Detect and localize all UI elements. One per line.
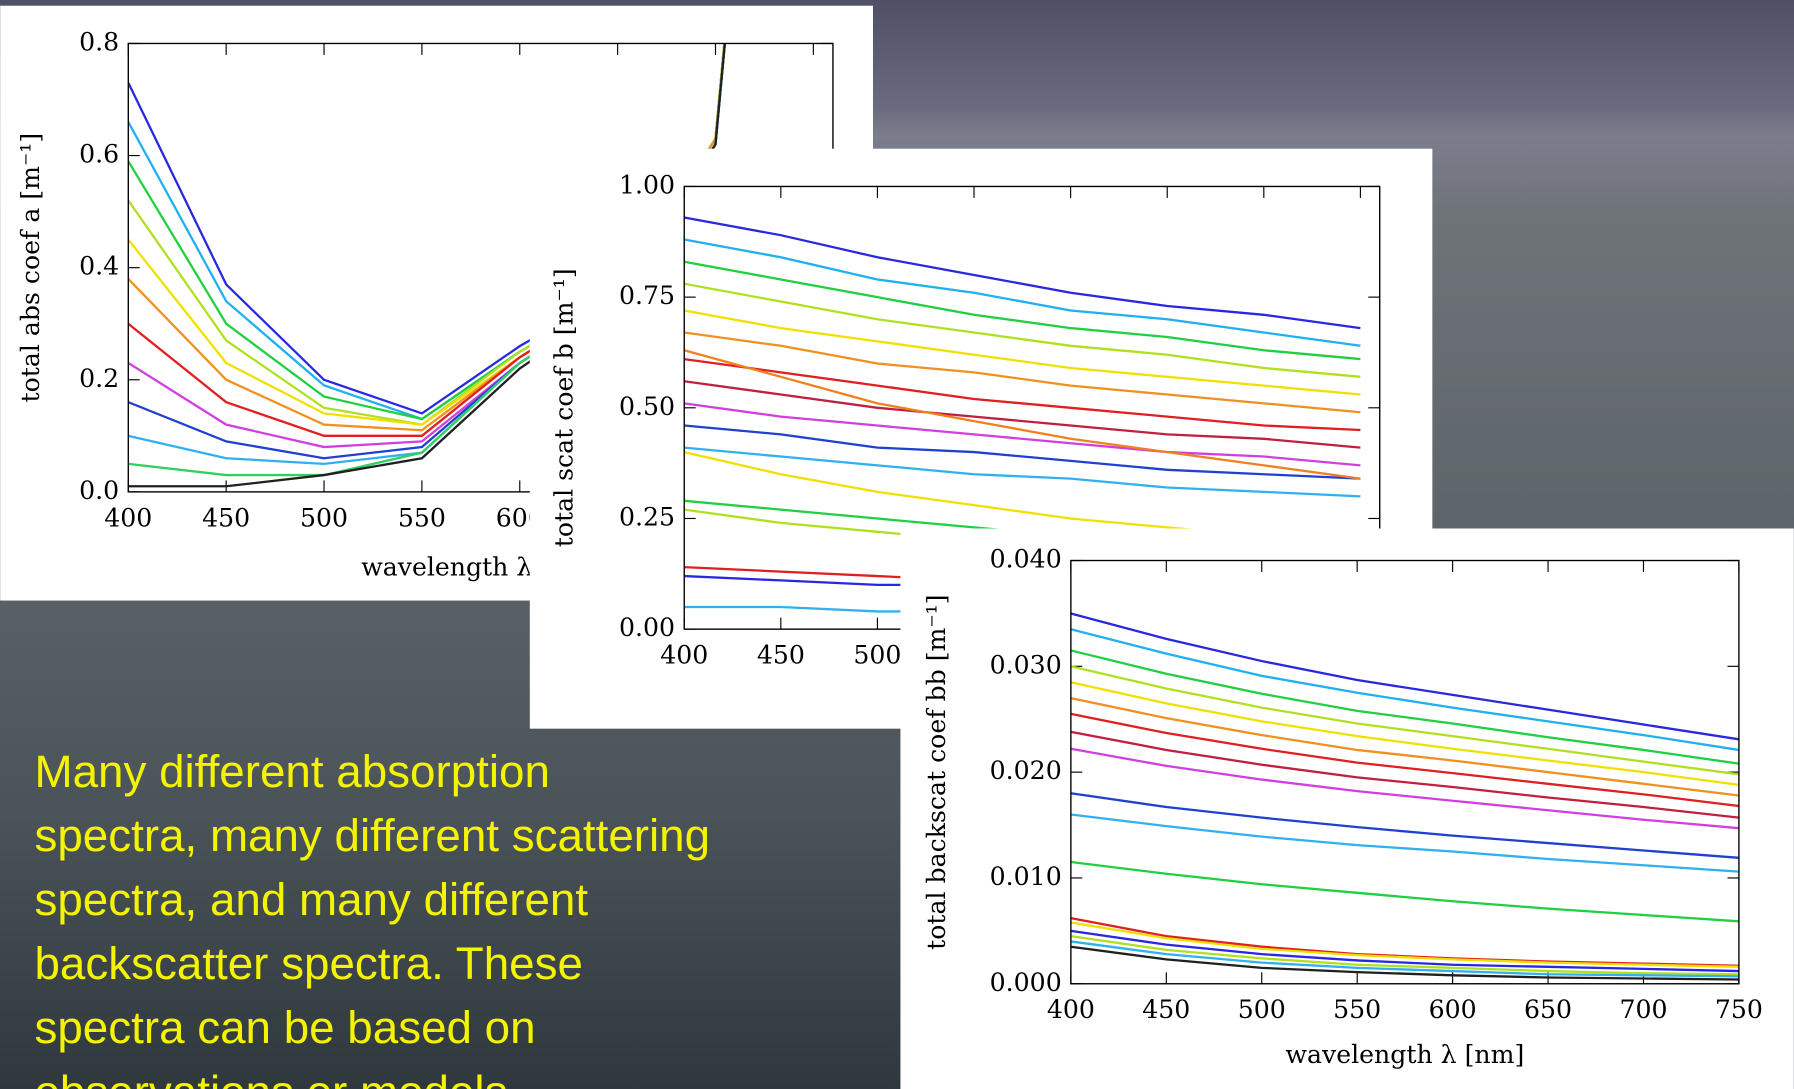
x-tick-label: 550	[398, 503, 446, 532]
series-line	[1070, 649, 1739, 765]
series-line	[684, 446, 1361, 498]
caption-line: observations or models.	[34, 1066, 520, 1089]
series-line	[684, 238, 1361, 347]
x-tick-label: 650	[1524, 995, 1572, 1024]
y-tick-label: 0.030	[990, 650, 1062, 679]
y-tick-label: 0.25	[619, 502, 675, 531]
series-line	[1070, 612, 1739, 741]
series-line	[1070, 940, 1739, 978]
series-line	[1070, 712, 1739, 808]
y-tick-label: 1.00	[619, 170, 675, 199]
x-tick-label: 550	[1333, 995, 1381, 1024]
series-line	[1070, 681, 1739, 786]
series-line	[684, 349, 1361, 480]
x-tick-label: 400	[660, 641, 708, 670]
y-tick-label: 0.040	[990, 545, 1062, 574]
plot-frame	[1070, 559, 1740, 985]
series-line	[684, 260, 1361, 361]
y-tick-label: 0.0	[79, 476, 119, 505]
series-line	[1070, 813, 1739, 873]
x-tick-label: 400	[104, 503, 152, 532]
series-line	[684, 424, 1361, 480]
y-tick-label: 0.6	[79, 140, 119, 169]
caption-line: backscatter spectra. These	[34, 938, 582, 989]
x-tick-label: 750	[1715, 995, 1763, 1024]
series-line	[1070, 697, 1739, 797]
series-line	[684, 216, 1361, 330]
caption-line: spectra, many different scattering	[34, 810, 710, 861]
series-line	[1070, 665, 1739, 776]
series-line	[1070, 935, 1739, 976]
x-tick-label: 500	[853, 641, 901, 670]
series-line	[684, 309, 1361, 396]
series-line	[1070, 747, 1739, 830]
y-tick-label: 0.00	[619, 613, 675, 642]
y-tick-label: 0.010	[990, 862, 1062, 891]
series-line	[1070, 860, 1739, 923]
series-line	[684, 357, 1361, 432]
series-line	[684, 282, 1361, 378]
x-tick-label: 450	[202, 503, 250, 532]
series-line	[1070, 792, 1739, 859]
series-line	[684, 380, 1361, 449]
x-tick-label: 700	[1619, 995, 1667, 1024]
x-tick-label: 500	[300, 503, 348, 532]
y-tick-label: 0.2	[79, 364, 119, 393]
caption-line: spectra, and many different	[34, 874, 588, 925]
caption-line: spectra can be based on	[34, 1002, 535, 1053]
series-line	[1070, 730, 1739, 819]
x-tick-label: 400	[1047, 995, 1095, 1024]
y-axis-label: total backscat coef bb [m⁻¹]	[922, 594, 951, 949]
y-axis-label: total abs coef a [m⁻¹]	[16, 133, 45, 403]
series-line	[684, 331, 1361, 414]
chart: 0.000 0.010 0.020 0.030 0.040 400 450 500 550 600…	[900, 528, 1794, 1089]
x-axis-label: wavelength λ [nm]	[1285, 1040, 1524, 1069]
y-tick-label: 0.50	[619, 392, 675, 421]
lines	[1070, 612, 1739, 981]
x-tick-label: 600	[1429, 995, 1477, 1024]
y-tick-label: 0.75	[619, 281, 675, 310]
y-tick-label: 0.020	[990, 756, 1062, 785]
series-line	[1070, 945, 1739, 981]
series-line	[1070, 929, 1739, 973]
series-line	[1070, 628, 1739, 752]
y-tick-label: 0.8	[79, 27, 119, 56]
series-line	[1070, 921, 1739, 968]
caption-line: Many different absorption	[34, 746, 549, 797]
y-tick-label: 0.000	[990, 968, 1062, 997]
y-axis-label: total scat coef b [m⁻¹]	[549, 268, 578, 547]
x-tick-label: 450	[1142, 995, 1190, 1024]
series-line	[684, 402, 1361, 467]
x-tick-label: 500	[1238, 995, 1286, 1024]
chart-panel	[900, 528, 1794, 1089]
y-tick-label: 0.4	[79, 252, 119, 281]
x-tick-label: 450	[757, 641, 805, 670]
